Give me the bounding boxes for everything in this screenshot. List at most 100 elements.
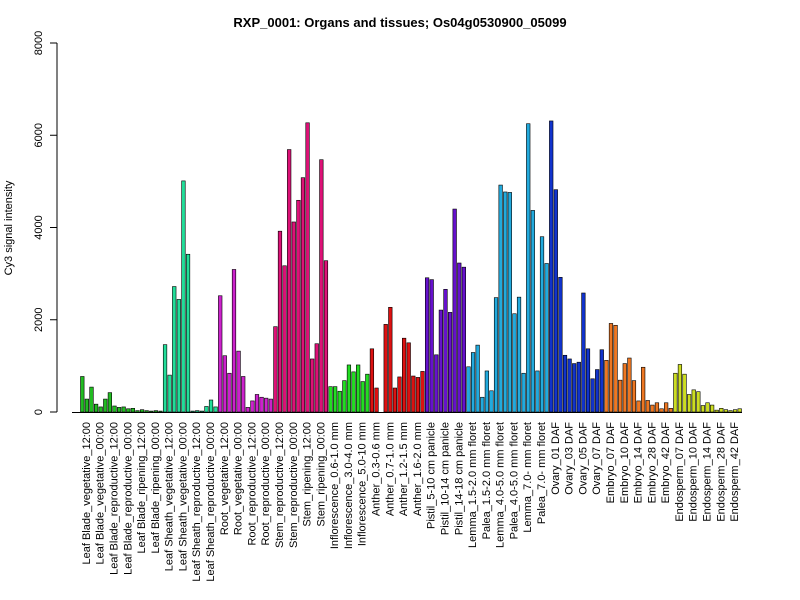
bar [512,313,517,413]
bar [659,408,664,413]
bar [457,262,462,413]
bar [700,405,706,413]
x-tick-label: Root_reproductive_00:00 [260,422,272,546]
bar [493,297,499,413]
bar [264,397,269,413]
bar [705,402,710,413]
bar [300,177,306,413]
bar [181,180,186,413]
bar [572,363,577,413]
x-tick-label: Root_vegetative_00:00 [233,422,245,535]
bar [613,324,618,413]
bar [190,410,195,413]
bar [470,352,476,413]
x-tick-label: Leaf Sheath_vegetative_00:00 [177,422,189,571]
bar [333,386,338,413]
bar [319,159,324,413]
x-tick-label: Palea_4.0-5.0 mm floret [508,422,520,539]
bar [664,402,669,413]
x-tick-label: Embryo_07 DAF [605,422,617,504]
bar [328,386,333,413]
x-tick-label: Endosperm_28 DAF [715,422,727,522]
x-tick-label: Stem_ripening_12:00 [302,422,314,527]
bar [98,406,103,413]
bar [268,398,273,413]
bar [429,279,434,413]
bar [530,210,535,413]
bar [553,189,558,413]
x-tick-label: Embryo_10 DAF [619,422,631,504]
bar [287,149,292,413]
x-tick-label: Embryo_14 DAF [633,422,645,504]
bar [176,299,181,413]
x-tick-label: Anther_0.7-1.0 mm [384,422,396,516]
bar [673,372,678,413]
bar [259,396,264,413]
x-tick-label: Palea_1.5-2.0 mm floret [481,422,493,539]
bar [567,358,572,413]
bar [236,350,241,413]
bar [733,409,738,413]
x-tick-label: Anther_1.2-1.5 mm [398,422,410,516]
bar [273,326,278,413]
bar [195,410,200,413]
x-tick-label: Leaf Blade_reproductive_12:00 [108,422,120,575]
bar [466,366,471,413]
bar [158,410,163,413]
bar [153,410,158,413]
bar [231,269,237,413]
bar [323,260,329,413]
bar [719,408,724,413]
bar [489,390,494,413]
x-tick-label: Ovary_05 DAF [577,422,589,495]
bar [539,236,545,413]
bar [130,408,135,413]
bar [599,349,604,413]
bar [392,387,398,413]
bar [204,406,209,413]
bar [406,342,411,413]
bar [411,375,416,413]
bar [374,387,379,413]
y-axis: 0 2000 4000 6000 8000 [33,31,58,415]
y-tick-label: 6000 [33,123,45,147]
bar [585,348,591,413]
bar [172,286,177,413]
bar [213,406,218,413]
bar [562,354,568,413]
bar [696,391,701,413]
bar-series [80,120,742,413]
x-tick-label: Leaf Blade_vegetative_12:00 [81,422,93,565]
x-tick-label: Pistil_5-10 cm panicle [426,422,438,529]
bar [631,380,637,413]
x-tick-label: Stem_ripening_00:00 [315,422,327,527]
bar [227,372,232,413]
x-tick-label: Stem_reproductive_12:00 [274,422,286,548]
bar [558,277,563,413]
bar [636,400,641,413]
bar [728,410,733,413]
bar [167,374,172,413]
bar [618,379,623,413]
x-tick-label: Ovary_07 DAF [591,422,603,495]
bar [245,407,250,413]
bar [388,306,393,413]
bar [314,343,319,413]
x-tick-label: Endosperm_10 DAF [688,422,700,522]
bar [369,348,375,413]
bar [208,399,214,413]
x-axis-tick-labels: Leaf Blade_vegetative_12:00 Leaf Blade_ve… [81,422,741,582]
x-tick-label: Ovary_03 DAF [564,422,576,495]
x-tick-label: Endosperm_07 DAF [674,422,686,522]
bar [199,410,204,413]
bar [650,404,655,413]
bar [121,406,126,413]
bar [622,363,627,413]
bar [94,403,99,413]
bar [668,408,673,413]
y-tick-label: 4000 [33,215,45,239]
bar [139,409,145,413]
bar [351,371,356,413]
x-tick-label: Embryo_28 DAF [646,422,658,504]
bar [420,371,425,413]
